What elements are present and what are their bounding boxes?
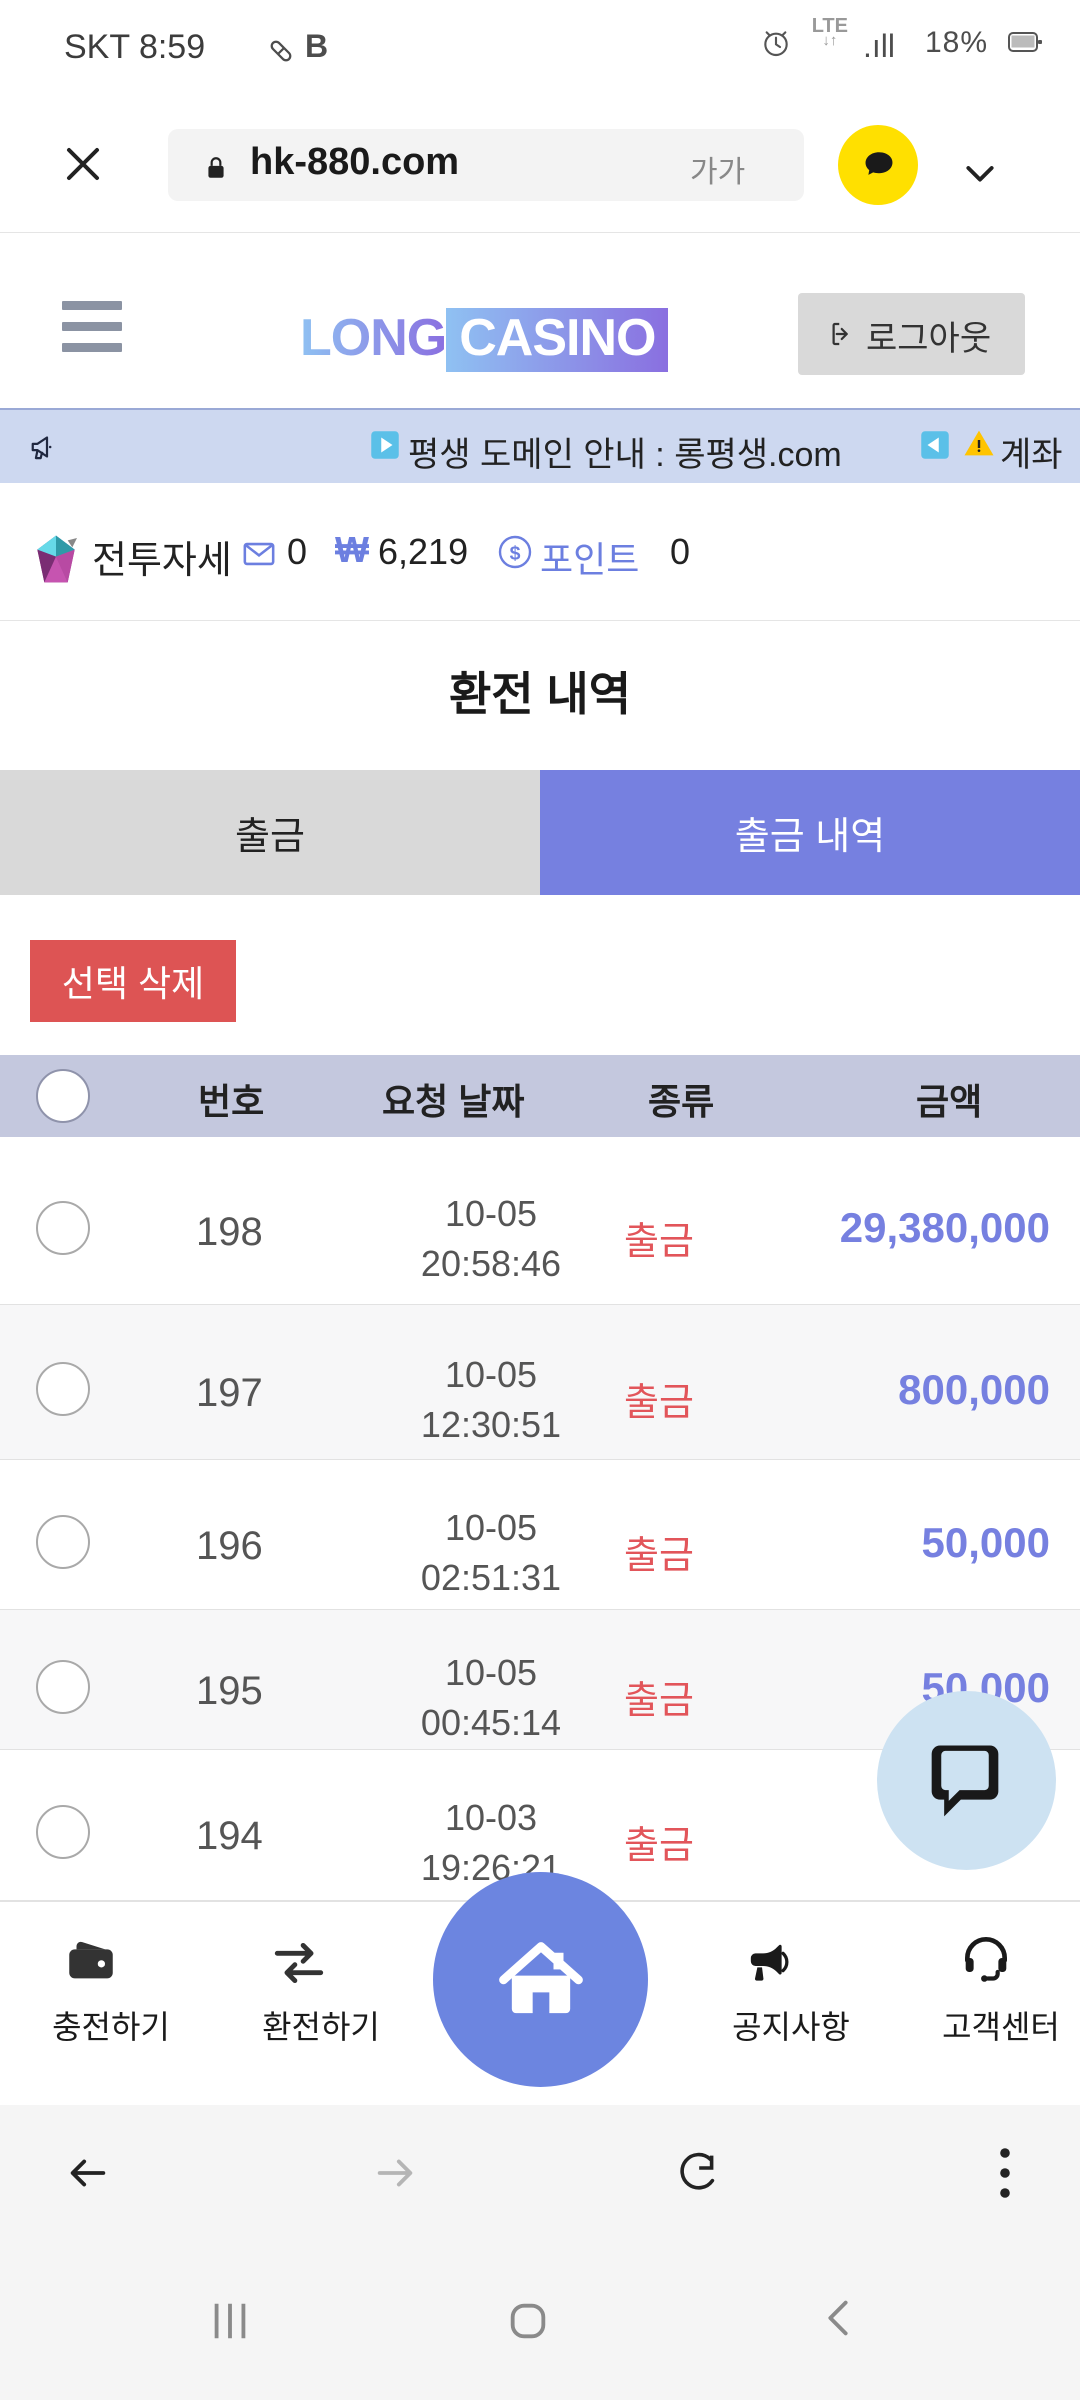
- svg-text:$: $: [510, 543, 521, 565]
